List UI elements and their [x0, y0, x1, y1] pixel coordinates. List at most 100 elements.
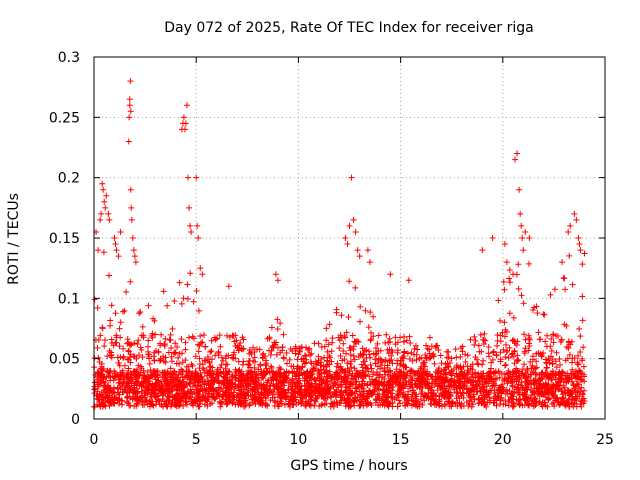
data-point — [557, 338, 564, 345]
data-point — [358, 384, 365, 391]
data-point — [235, 358, 242, 365]
data-point — [445, 354, 452, 361]
data-point — [364, 247, 371, 254]
data-point — [169, 379, 176, 386]
data-point — [350, 343, 357, 350]
data-point — [557, 398, 564, 405]
data-point — [562, 399, 569, 406]
data-point — [403, 337, 410, 344]
data-point — [135, 362, 142, 369]
data-point — [575, 381, 582, 388]
data-point — [547, 291, 554, 298]
data-point — [266, 335, 273, 342]
y-tick-label: 0.15 — [49, 231, 80, 247]
data-point — [126, 102, 133, 109]
data-point — [228, 379, 235, 386]
data-point — [193, 287, 200, 294]
data-point — [307, 352, 314, 359]
data-point — [422, 392, 429, 399]
data-point — [366, 354, 373, 361]
data-point — [160, 398, 167, 405]
data-point — [304, 381, 311, 388]
data-point — [344, 394, 351, 401]
data-point — [432, 399, 439, 406]
data-point — [579, 355, 586, 362]
data-point — [297, 391, 304, 398]
data-point — [535, 329, 542, 336]
data-point — [568, 399, 575, 406]
data-point — [574, 373, 581, 380]
data-point — [120, 380, 127, 387]
data-point — [119, 369, 126, 376]
data-point — [380, 391, 387, 398]
data-point — [225, 283, 232, 290]
data-point — [522, 397, 529, 404]
data-point — [505, 375, 512, 382]
data-point — [167, 331, 174, 338]
data-point — [292, 350, 299, 357]
data-point — [288, 396, 295, 403]
data-point — [157, 342, 164, 349]
data-point — [495, 368, 502, 375]
data-point — [579, 293, 586, 300]
data-point — [455, 393, 462, 400]
data-point — [134, 366, 141, 373]
x-tick-label: 25 — [596, 432, 614, 448]
data-point — [434, 369, 441, 376]
data-point — [176, 279, 183, 286]
data-point — [334, 376, 341, 383]
data-point — [148, 400, 155, 407]
data-point — [490, 348, 497, 355]
data-point — [434, 387, 441, 394]
data-point — [173, 360, 180, 367]
data-point — [232, 372, 239, 379]
data-point — [107, 322, 114, 329]
data-point — [186, 395, 193, 402]
data-point — [126, 354, 133, 361]
data-point — [472, 353, 479, 360]
data-point — [210, 370, 217, 377]
data-point — [409, 357, 416, 364]
data-point — [246, 357, 253, 364]
data-point — [552, 376, 559, 383]
data-point — [386, 385, 393, 392]
data-point — [341, 373, 348, 380]
data-point — [184, 295, 191, 302]
chart-title: Day 072 of 2025, Rate Of TEC Index for r… — [164, 20, 533, 36]
data-point — [129, 386, 136, 393]
data-point — [549, 368, 556, 375]
data-point — [389, 348, 396, 355]
data-point — [108, 336, 115, 343]
data-point — [549, 360, 556, 367]
data-point — [418, 384, 425, 391]
data-point — [187, 222, 194, 229]
data-point — [419, 372, 426, 379]
data-point — [129, 396, 136, 403]
data-point — [188, 400, 195, 407]
data-point — [436, 375, 443, 382]
data-point — [256, 394, 263, 401]
data-point — [104, 389, 111, 396]
data-point — [470, 378, 477, 385]
data-point — [297, 398, 304, 405]
data-point — [152, 347, 159, 354]
data-point — [516, 186, 523, 193]
data-point — [201, 380, 208, 387]
data-point — [397, 358, 404, 365]
data-point — [270, 388, 277, 395]
data-point — [356, 403, 363, 410]
data-point — [519, 391, 526, 398]
data-point — [386, 401, 393, 408]
data-point — [556, 355, 563, 362]
data-point — [373, 397, 380, 404]
data-point — [182, 339, 189, 346]
data-point — [522, 228, 529, 235]
data-point — [514, 338, 521, 345]
data-point — [451, 382, 458, 389]
data-point — [277, 373, 284, 380]
data-point — [287, 383, 294, 390]
data-point — [180, 114, 187, 121]
data-point — [336, 337, 343, 344]
data-point — [367, 381, 374, 388]
data-point — [533, 303, 540, 310]
